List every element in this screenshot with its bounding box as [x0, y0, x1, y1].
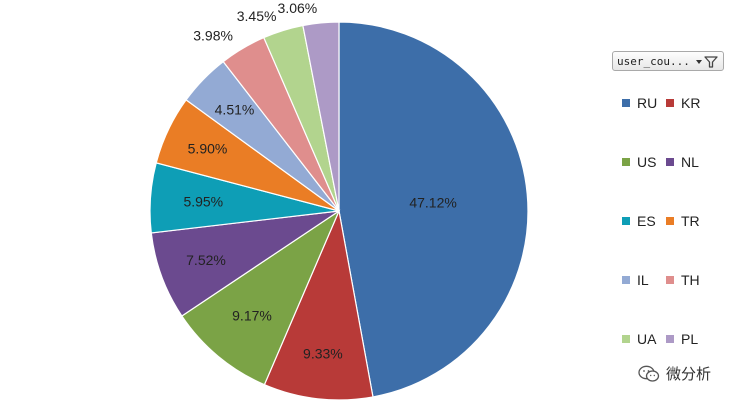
legend-label: ES — [637, 213, 656, 229]
pie-label-ru: 47.12% — [409, 195, 456, 211]
wechat-icon — [638, 365, 660, 382]
pie-label-us: 9.17% — [232, 308, 272, 324]
pie-label-kr: 9.33% — [303, 346, 343, 362]
legend-swatch — [666, 217, 674, 225]
legend-item-kr: KR — [666, 95, 700, 111]
pie-label-il: 4.51% — [215, 102, 255, 118]
legend-label: TR — [681, 213, 700, 229]
legend-label: PL — [681, 331, 699, 347]
pie-label-th: 3.98% — [193, 27, 233, 43]
chart-legend: RU KR US NL ES TR IL TH UA PL — [622, 95, 732, 355]
legend-item-il: IL — [622, 272, 649, 288]
legend-swatch — [622, 99, 630, 107]
legend-swatch — [622, 158, 630, 166]
legend-item-nl: NL — [666, 154, 699, 170]
pie-slice-pl — [302, 21, 340, 212]
legend-swatch — [622, 276, 630, 284]
legend-swatch — [666, 335, 674, 343]
field-filter-label: user_cou... — [617, 54, 690, 68]
pie-label-nl: 7.52% — [186, 252, 226, 268]
dropdown-filter-icon[interactable] — [695, 55, 719, 69]
legend-swatch — [666, 276, 674, 284]
pie-labels: 47.12% 9.33% 9.17% 7.52% 5.95% 5.90% 4.51% 3.98… — [183, 0, 456, 362]
legend-item-us: US — [622, 154, 656, 170]
legend-item-th: TH — [666, 272, 700, 288]
pie-slice-kr — [263, 208, 374, 401]
watermark-text: 微分析 — [666, 365, 712, 383]
watermark: 微分析 — [638, 363, 711, 384]
legend-label: US — [637, 154, 657, 170]
legend-item-es: ES — [622, 213, 656, 229]
legend-label: NL — [681, 154, 699, 170]
legend-swatch — [622, 335, 630, 343]
legend-item-pl: PL — [666, 331, 698, 347]
pie-label-tr: 5.90% — [188, 141, 228, 157]
legend-swatch — [666, 158, 674, 166]
legend-item-ua: UA — [622, 331, 656, 347]
pie-slice-ru — [338, 21, 529, 398]
pie-slices — [149, 21, 529, 401]
legend-label: UA — [637, 331, 657, 347]
pie-slice-us — [181, 209, 341, 386]
pie-label-ua: 3.45% — [237, 8, 277, 24]
legend-label: TH — [681, 272, 700, 288]
legend-item-tr: TR — [666, 213, 700, 229]
legend-swatch — [622, 217, 630, 225]
legend-label: IL — [637, 272, 649, 288]
legend-label: KR — [681, 95, 701, 111]
legend-label: RU — [637, 95, 658, 111]
legend-item-ru: RU — [622, 95, 657, 111]
pie-label-es: 5.95% — [183, 193, 223, 209]
legend-swatch — [666, 99, 674, 107]
field-filter-button[interactable]: user_cou... — [612, 51, 724, 71]
pie-label-pl: 3.06% — [278, 0, 318, 16]
